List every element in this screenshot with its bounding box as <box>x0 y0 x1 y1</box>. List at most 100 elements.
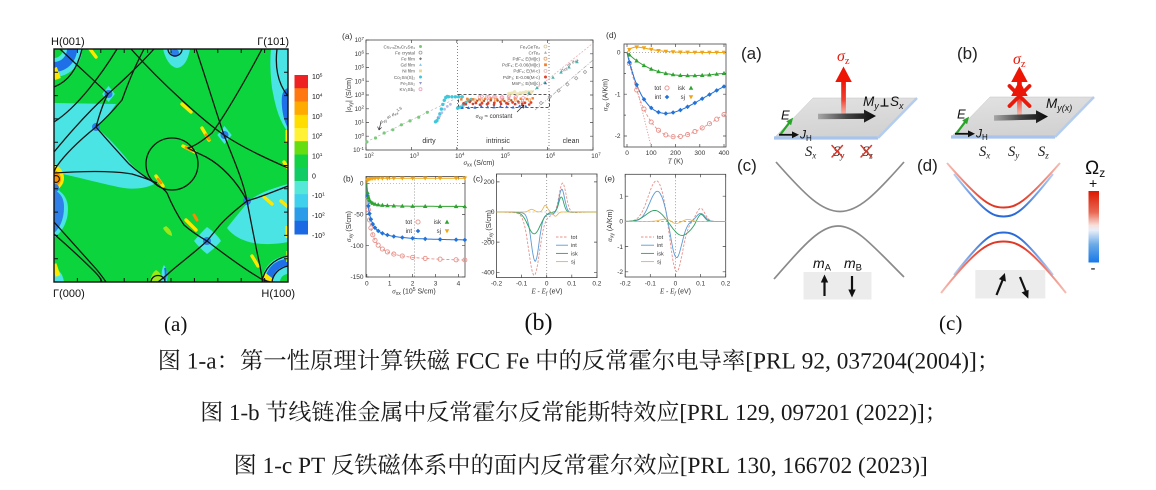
svg-text:Fe film: Fe film <box>401 57 415 62</box>
svg-text:Co₂Sn(S)₂: Co₂Sn(S)₂ <box>394 75 415 80</box>
svg-text:(c): (c) <box>939 311 962 335</box>
svg-text:KV₃Sb₅: KV₃Sb₅ <box>400 87 416 92</box>
svg-text:0: 0 <box>365 281 369 288</box>
svg-text:int: int <box>657 243 663 249</box>
svg-text:1: 1 <box>619 193 623 200</box>
svg-text:300: 300 <box>694 150 705 157</box>
svg-text:105: 105 <box>312 73 323 82</box>
svg-text:0: 0 <box>625 150 629 157</box>
svg-text:200: 200 <box>484 179 495 186</box>
svg-text:0: 0 <box>491 209 495 216</box>
svg-text:(c): (c) <box>737 156 757 175</box>
svg-text:200: 200 <box>670 150 681 157</box>
svg-text:tot: tot <box>405 220 412 226</box>
svg-text:E - Ef (eV): E - Ef (eV) <box>659 288 691 298</box>
svg-text:Sx: Sx <box>979 144 990 161</box>
svg-text:MnF₃; E(M||c): MnF₃; E(M||c) <box>512 81 541 86</box>
svg-text:isk: isk <box>571 251 578 257</box>
svg-text:-0.2: -0.2 <box>620 281 632 288</box>
svg-text:-2: -2 <box>617 269 623 276</box>
svg-text:PdF₃; E-0.06(M·c): PdF₃; E-0.06(M·c) <box>503 75 541 80</box>
svg-text:-0.2: -0.2 <box>491 281 503 288</box>
svg-text:intrinsic: intrinsic <box>486 138 510 145</box>
svg-text:0: 0 <box>545 281 549 288</box>
svg-text:E: E <box>957 107 966 122</box>
svg-text:dirty: dirty <box>422 138 436 145</box>
svg-text:(b): (b) <box>343 174 354 184</box>
svg-text:105: 105 <box>500 152 510 160</box>
svg-text:105: 105 <box>355 63 365 71</box>
svg-text:tot: tot <box>654 86 661 92</box>
svg-text:σxy ∞ σxx1.6: σxy ∞ σxx1.6 <box>378 105 405 126</box>
svg-text:(d): (d) <box>917 156 938 175</box>
svg-text:int: int <box>571 243 577 249</box>
svg-text:sj: sj <box>571 260 575 266</box>
svg-text:107: 107 <box>591 152 601 160</box>
svg-text:PdF₃; E-0.06(M||c): PdF₃; E-0.06(M||c) <box>502 63 540 68</box>
svg-text:(b): (b) <box>525 310 553 336</box>
svg-text:int: int <box>655 95 662 101</box>
svg-text:(e): (e) <box>605 174 616 184</box>
svg-text:Sz: Sz <box>1038 144 1049 161</box>
svg-text:102: 102 <box>355 105 365 113</box>
svg-text:αxy (A/Km): αxy (A/Km) <box>606 209 616 241</box>
svg-text:T (K): T (K) <box>668 158 683 166</box>
svg-text:Cu₁-ₓZnₓCr₂Se₄: Cu₁-ₓZnₓCr₂Se₄ <box>384 44 416 49</box>
svg-text:0.1: 0.1 <box>567 281 576 288</box>
svg-text:-400: -400 <box>481 270 494 277</box>
svg-text:Γ(101): Γ(101) <box>257 36 289 48</box>
svg-text:0: 0 <box>674 281 678 288</box>
svg-text:clean: clean <box>563 138 580 145</box>
svg-text:σxy (S/cm): σxy (S/cm) <box>485 210 495 241</box>
svg-text:-103: -103 <box>312 232 325 241</box>
svg-text:tot: tot <box>657 235 664 241</box>
svg-text:E - Ef (eV): E - Ef (eV) <box>531 288 563 298</box>
svg-text:104: 104 <box>312 92 323 101</box>
svg-text:+: + <box>1089 175 1097 191</box>
svg-text:sj: sj <box>437 229 441 235</box>
svg-text:0: 0 <box>617 50 621 57</box>
svg-text:E: E <box>781 108 790 123</box>
svg-text:0.2: 0.2 <box>592 281 601 288</box>
svg-text:sj: sj <box>681 95 685 101</box>
svg-text:H(100): H(100) <box>261 288 295 300</box>
svg-text:107: 107 <box>355 36 365 44</box>
svg-text:H(001): H(001) <box>51 36 85 48</box>
svg-text:PdF₃; E(M||c): PdF₃; E(M||c) <box>513 57 541 62</box>
svg-text:100: 100 <box>646 150 657 157</box>
svg-text:(c): (c) <box>473 174 483 184</box>
svg-text:Fe crystal: Fe crystal <box>395 50 415 55</box>
svg-text:0: 0 <box>619 219 623 226</box>
svg-text:101: 101 <box>312 152 323 161</box>
svg-text:Fe₃Sn₂: Fe₃Sn₂ <box>400 81 415 86</box>
svg-text:σxy (S/cm): σxy (S/cm) <box>345 211 355 242</box>
svg-text:100: 100 <box>355 132 365 140</box>
svg-text:1: 1 <box>388 281 392 288</box>
svg-text:103: 103 <box>410 152 420 160</box>
svg-text:(d): (d) <box>606 30 617 40</box>
svg-text:isk: isk <box>434 220 442 226</box>
svg-text:-102: -102 <box>312 212 325 221</box>
svg-text:-150: -150 <box>350 274 363 281</box>
svg-text:106: 106 <box>355 50 365 58</box>
svg-text:-2: -2 <box>615 133 621 140</box>
svg-text:-101: -101 <box>312 192 325 201</box>
svg-text:Gd film: Gd film <box>400 63 415 68</box>
svg-text:-0.1: -0.1 <box>645 281 657 288</box>
svg-text:αxy (A/Km): αxy (A/Km) <box>602 79 612 111</box>
svg-text:0: 0 <box>312 173 316 180</box>
svg-text:106: 106 <box>546 152 556 160</box>
svg-text:-0.1: -0.1 <box>516 281 528 288</box>
svg-text:103: 103 <box>355 91 365 99</box>
svg-text:400: 400 <box>719 150 730 157</box>
svg-text:int: int <box>406 229 413 235</box>
svg-text:Ni film: Ni film <box>402 69 415 74</box>
svg-text:101: 101 <box>355 118 365 126</box>
svg-text:sj: sj <box>657 260 661 266</box>
svg-text:4: 4 <box>457 281 461 288</box>
svg-text:103: 103 <box>312 112 323 121</box>
svg-text:σxy ∞ σxx: σxy ∞ σxx <box>559 57 579 74</box>
svg-text:σxx (105 S/cm): σxx (105 S/cm) <box>392 287 436 297</box>
svg-text:104: 104 <box>355 77 365 85</box>
svg-text:0: 0 <box>360 181 364 188</box>
